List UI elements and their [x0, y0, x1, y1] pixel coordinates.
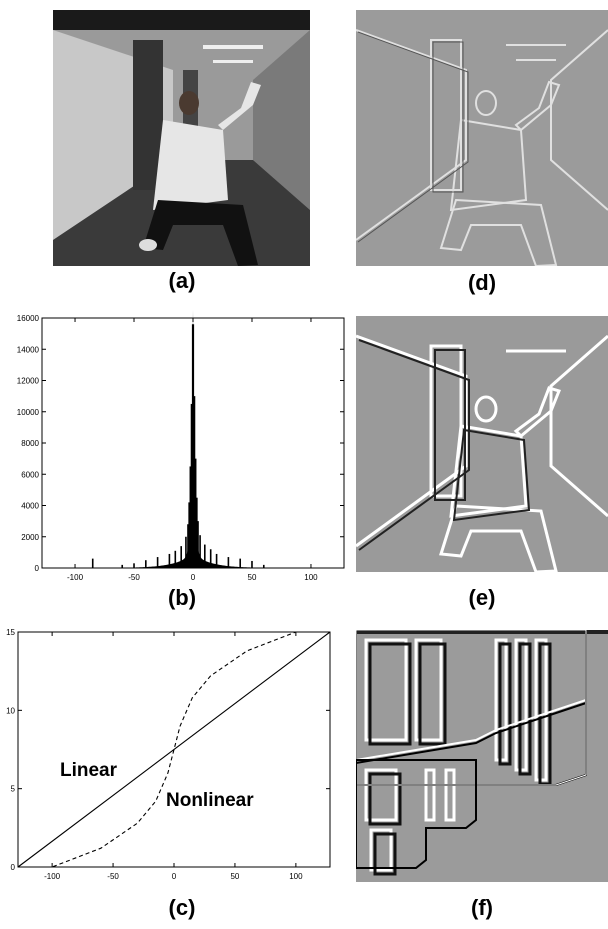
hist-bar — [156, 557, 159, 568]
hist-y-tick-label: 8000 — [21, 439, 39, 448]
hist-x-tick-label: 0 — [191, 573, 196, 580]
hist-bar — [133, 563, 135, 568]
histogram-chart: -100 -50 0 50 100 0 2000 4000 6000 8000 10000 12000… — [0, 310, 350, 580]
caption-a: (a) — [168, 268, 196, 293]
photo-original-drawing — [53, 10, 310, 266]
image-filtered-e — [356, 316, 608, 572]
hist-y-tick-label: 16000 — [17, 314, 40, 323]
caption-c: (c) — [168, 895, 196, 920]
nonlinear-line — [18, 631, 330, 868]
hist-bar — [239, 558, 241, 568]
hist-bar — [209, 549, 212, 568]
label-nonlinear: Nonlinear — [166, 790, 254, 811]
hist-bar — [174, 550, 177, 568]
hist-x-tick-label: -50 — [128, 573, 140, 580]
hist-bar — [145, 560, 147, 568]
curve-x-tick-label: -100 — [44, 872, 61, 881]
linear-line — [17, 631, 331, 868]
hist-y-tick-label: 4000 — [21, 502, 39, 511]
hist-y-tick-label: 2000 — [21, 533, 39, 542]
mapping-svg: -100 -50 0 50 100 0 5 10 15 Linear Nonlinear — [6, 628, 331, 881]
curve-x-tick-label: 0 — [172, 872, 177, 881]
caption-f: (f) — [471, 895, 493, 920]
hist-y-tick-label: 10000 — [17, 408, 40, 417]
image-wavelet-f-drawing — [356, 630, 608, 882]
photo-original — [53, 10, 310, 266]
caption-e: (e) — [468, 585, 496, 610]
image-filtered-e-drawing — [356, 316, 608, 572]
hist-bar — [196, 521, 199, 568]
hist-bar — [262, 564, 265, 568]
curve-y-tick-label: 0 — [11, 863, 16, 872]
hist-body — [122, 310, 264, 568]
caption-d: (d) — [467, 270, 497, 295]
curve-x-tick-label: 50 — [230, 872, 239, 881]
hist-x-tick-label: 100 — [304, 573, 318, 580]
hist-bar — [185, 536, 187, 568]
hist-bar — [121, 564, 124, 568]
hist-bar — [251, 560, 253, 568]
image-wavelet-f — [356, 630, 608, 882]
image-filtered-d — [356, 10, 608, 266]
histogram-svg: -100 -50 0 50 100 0 2000 4000 6000 8000 10000 12000… — [17, 310, 345, 580]
label-linear: Linear — [60, 760, 118, 781]
curve-y-tick-label: 15 — [6, 628, 15, 637]
caption-b: (b) — [167, 585, 197, 610]
mapping-chart: -100 -50 0 50 100 0 5 10 15 Linear Nonlinear — [0, 628, 350, 893]
hist-bar — [91, 558, 94, 568]
hist-bar — [215, 553, 218, 568]
hist-y-tick-label: 0 — [35, 564, 40, 573]
hist-bar — [168, 553, 171, 568]
hist-bar — [199, 535, 201, 568]
hist-y-tick-label: 12000 — [17, 377, 40, 386]
curve-y-tick-label: 10 — [6, 706, 15, 715]
image-filtered-d-drawing — [356, 10, 608, 266]
curve-x-tick-label: 100 — [289, 872, 303, 881]
hist-bar — [203, 544, 206, 568]
hist-bar — [227, 557, 230, 568]
curve-x-tick-label: -50 — [107, 872, 119, 881]
hist-x-tick-label: 50 — [248, 573, 257, 580]
curve-y-tick-label: 5 — [11, 785, 16, 794]
hist-x-tick-label: -100 — [67, 573, 84, 580]
hist-y-tick-label: 14000 — [17, 345, 40, 354]
hist-y-tick-label: 6000 — [21, 470, 39, 479]
hist-bar — [180, 546, 183, 568]
